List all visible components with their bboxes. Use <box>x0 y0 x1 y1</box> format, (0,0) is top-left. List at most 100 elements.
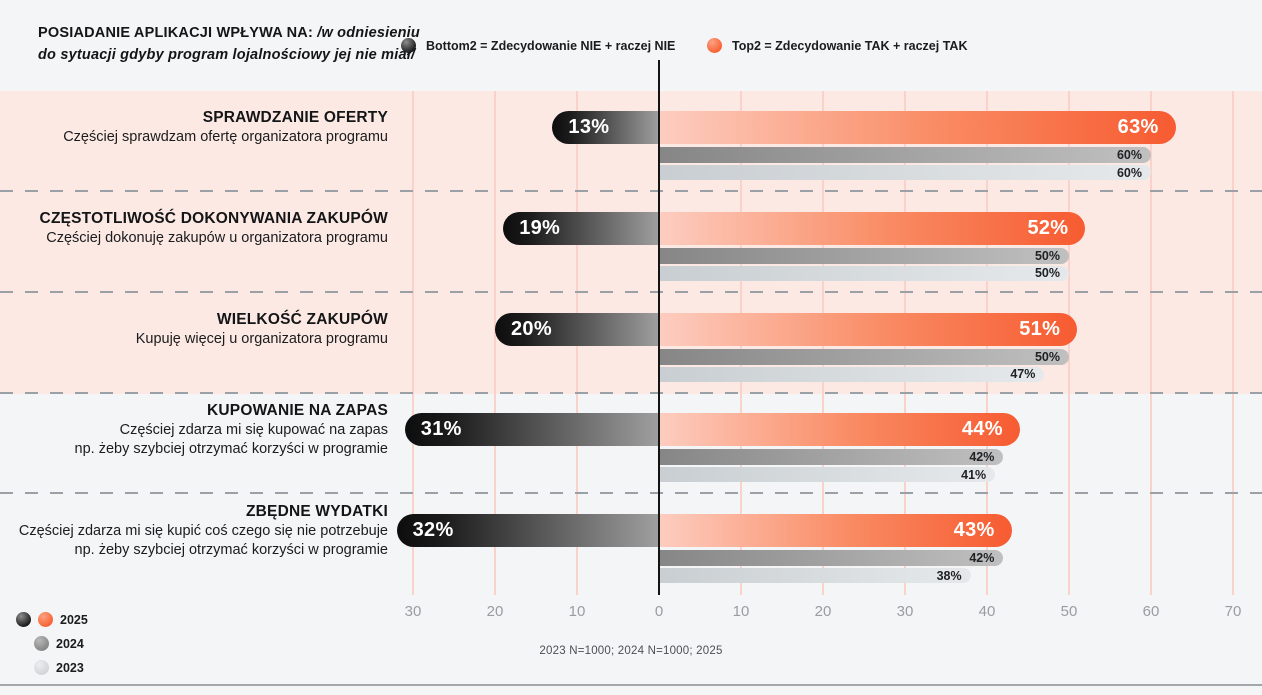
bar-bottom2-2025: 20% <box>495 312 659 346</box>
row-label: ZBĘDNE WYDATKI Częściej zdarza mi się kup… <box>19 498 388 564</box>
bar-value-label: 50% <box>1034 248 1060 263</box>
orange-dot-icon <box>38 612 53 627</box>
bar-top2-2023: 50% <box>659 265 1069 281</box>
bar-value-label: 51% <box>1019 317 1061 340</box>
sample-size-footnote: 2023 N=1000; 2024 N=1000; 2025 <box>539 645 723 657</box>
x-axis-tick-label: 30 <box>404 603 422 620</box>
year-legend-item-2024: 2024 <box>34 636 84 651</box>
bar-value-label: 38% <box>936 568 962 583</box>
bar-value-label: 31% <box>420 418 462 441</box>
dark-dot-icon <box>16 612 31 627</box>
row-subtitle: np. żeby szybciej otrzymać korzyści w pr… <box>74 441 388 458</box>
bar-top2-2023: 38% <box>659 568 971 584</box>
bar-value-label: 13% <box>568 116 610 138</box>
bar-value-label: 32% <box>412 519 454 542</box>
row-label: SPRAWDZANIE OFERTY Częściej sprawdzam ofe… <box>63 95 388 161</box>
row-subtitle: Częściej sprawdzam ofertę organizatora p… <box>63 129 388 146</box>
bar-value-label: 43% <box>953 519 995 542</box>
plot-area: SPRAWDZANIE OFERTY Częściej sprawdzam ofe… <box>0 91 1262 686</box>
bar-value-label: 63% <box>1117 116 1159 138</box>
row-label: KUPOWANIE NA ZAPAS Częściej zdarza mi się… <box>75 397 388 463</box>
gray-dot-icon <box>34 636 49 651</box>
row-title: CZĘSTOTLIWOŚĆ DOKONYWANIA ZAKUPÓW <box>39 209 388 227</box>
row-title: KUPOWANIE NA ZAPAS <box>207 401 388 419</box>
row-separator-dashed <box>0 290 1262 293</box>
row-subtitle: Częściej zdarza mi się kupić coś czego s… <box>18 522 388 539</box>
legend-top2: Top2 = Zdecydowanie TAK + raczej TAK <box>707 38 967 53</box>
bar-value-label: 50% <box>1034 349 1060 364</box>
x-axis-tick-label: 20 <box>486 603 504 620</box>
bar-top2-2025: 44% <box>659 413 1020 447</box>
x-axis-tick-label: 20 <box>814 603 832 620</box>
row-title: ZBĘDNE WYDATKI <box>245 502 388 520</box>
row-subtitle: Częściej zdarza mi się kupować na zapas <box>119 421 388 438</box>
bar-top2-2025: 63% <box>659 111 1176 144</box>
x-axis-tick-label: 70 <box>1224 603 1242 620</box>
year-legend-item-2025: 2025 <box>16 612 88 627</box>
row-label: CZĘSTOTLIWOŚĆ DOKONYWANIA ZAKUPÓW Częście… <box>40 196 388 262</box>
bar-top2-2024: 42% <box>659 449 1004 466</box>
lgray-dot-icon <box>34 660 49 675</box>
gridline-60 <box>1150 91 1152 595</box>
bar-bottom2-2025: 19% <box>503 211 659 245</box>
year-legend-label: 2024 <box>56 636 84 651</box>
bar-top2-2025: 51% <box>659 312 1078 346</box>
bar-value-label: 47% <box>1010 367 1036 382</box>
chart-title-main: POSIADANIE APLIKACJI WPŁYWA NA: <box>38 25 318 41</box>
bar-value-label: 50% <box>1034 266 1060 281</box>
x-axis-tick-label: 50 <box>1060 603 1078 620</box>
bar-top2-2023: 41% <box>659 467 996 483</box>
chart-title-qualifier-1: /w odniesieniu <box>317 25 420 41</box>
chart-row-5: ZBĘDNE WYDATKI Częściej zdarza mi się kup… <box>0 494 1262 595</box>
bar-top2-2024: 60% <box>659 147 1151 163</box>
chart-title: POSIADANIE APLIKACJI WPŁYWA NA: /w odnie… <box>38 22 420 67</box>
x-axis-tick-label: 0 <box>654 603 664 620</box>
x-axis-tick-label: 40 <box>978 603 996 620</box>
chart-row-4: KUPOWANIE NA ZAPAS Częściej zdarza mi się… <box>0 393 1262 495</box>
gridline-30 <box>412 91 414 595</box>
row-title: SPRAWDZANIE OFERTY <box>202 109 388 127</box>
x-axis-tick-label: 30 <box>896 603 914 620</box>
bar-top2-2024: 50% <box>659 247 1069 264</box>
bar-value-label: 42% <box>969 450 995 465</box>
x-axis-tick-label: 10 <box>568 603 586 620</box>
bar-top2-2023: 47% <box>659 366 1045 382</box>
row-subtitle: np. żeby szybciej otrzymać korzyści w pr… <box>74 542 388 559</box>
year-legend-label: 2023 <box>56 660 84 675</box>
chart-row-1: SPRAWDZANIE OFERTY Częściej sprawdzam ofe… <box>0 91 1262 192</box>
row-label: WIELKOŚĆ ZAKUPÓW Kupuję więcej u organiza… <box>136 297 388 363</box>
row-subtitle: Kupuję więcej u organizatora programu <box>135 330 388 347</box>
x-axis-line <box>0 684 1262 686</box>
top2-dot-icon <box>707 38 722 53</box>
bar-value-label: 52% <box>1027 216 1069 239</box>
legend-bottom2: Bottom2 = Zdecydowanie NIE + raczej NIE <box>401 38 675 53</box>
bar-value-label: 19% <box>519 216 561 239</box>
year-legend-item-2023: 2023 <box>34 660 84 675</box>
x-axis-tick-label: 10 <box>732 603 750 620</box>
bar-bottom2-2025: 32% <box>396 514 659 548</box>
legend-top2-label: Top2 = Zdecydowanie TAK + raczej TAK <box>732 38 968 53</box>
row-title: WIELKOŚĆ ZAKUPÓW <box>216 310 388 328</box>
gridline-70 <box>1232 91 1234 595</box>
bar-bottom2-2025: 13% <box>552 111 659 144</box>
bar-bottom2-2025: 31% <box>404 413 659 447</box>
bar-top2-2024: 42% <box>659 550 1004 567</box>
zero-axis-line <box>658 60 660 595</box>
bar-top2-2025: 52% <box>659 211 1086 245</box>
chart-title-qualifier-2: do sytuacji gdyby program lojalnościowy … <box>38 47 416 64</box>
bar-top2-2023: 60% <box>659 165 1151 180</box>
row-separator-dashed <box>0 391 1262 394</box>
bar-value-label: 20% <box>511 317 552 340</box>
bottom2-dot-icon <box>401 38 416 53</box>
bar-value-label: 44% <box>961 418 1003 441</box>
bar-value-label: 42% <box>969 551 995 566</box>
row-separator-dashed <box>0 492 1262 495</box>
chart-row-2: CZĘSTOTLIWOŚĆ DOKONYWANIA ZAKUPÓW Częście… <box>0 192 1262 293</box>
legend-bottom2-label: Bottom2 = Zdecydowanie NIE + raczej NIE <box>426 38 676 53</box>
bar-value-label: 41% <box>961 467 987 482</box>
bar-value-label: 60% <box>1116 165 1142 180</box>
year-legend-label: 2025 <box>60 612 88 627</box>
row-subtitle: Częściej dokonuję zakupów u organizatora… <box>46 230 388 247</box>
row-separator-dashed <box>0 190 1262 192</box>
